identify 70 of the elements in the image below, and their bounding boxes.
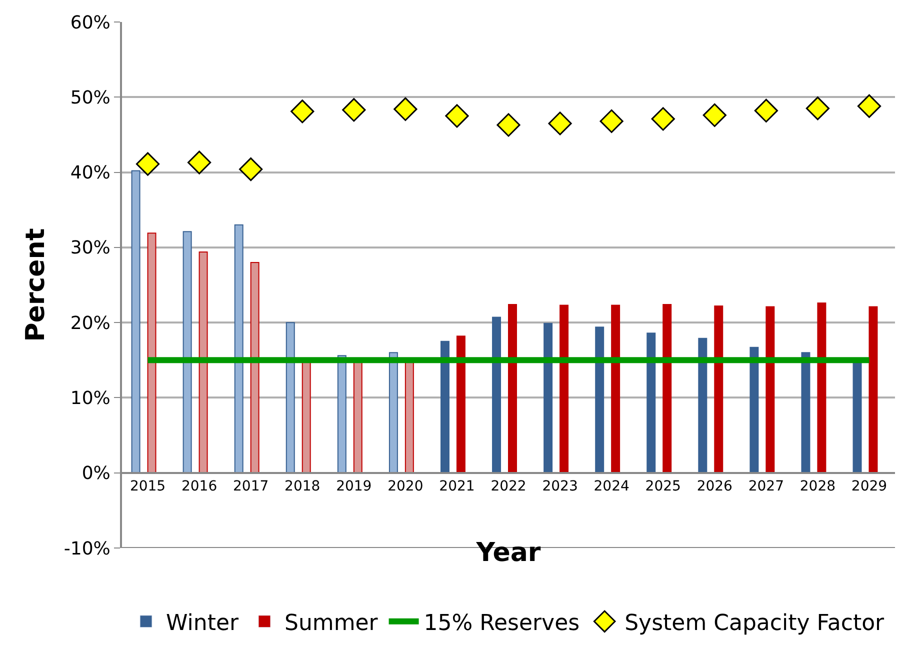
point [702, 103, 726, 127]
bar [388, 352, 398, 474]
y-tick-label: 10% [70, 388, 110, 410]
point [445, 104, 469, 128]
bar [750, 346, 759, 474]
legend-label: System Capacity Factor [624, 610, 886, 636]
x-tick-label: 2028 [800, 478, 836, 495]
y-tick-label: 40% [70, 162, 110, 184]
bar [456, 336, 466, 474]
x-tick-label: 2016 [181, 478, 218, 495]
bar [801, 352, 810, 474]
bar [560, 304, 569, 474]
y-tick-label: 0% [82, 463, 110, 484]
y-tick-label: -10% [64, 538, 110, 560]
bar [646, 332, 656, 474]
x-tick-label: 2019 [336, 478, 372, 495]
point [290, 100, 314, 124]
bar [147, 232, 156, 474]
bar [492, 316, 502, 474]
point [136, 152, 160, 176]
point [548, 112, 572, 136]
bar [131, 170, 140, 474]
bar [508, 304, 517, 474]
bar [286, 322, 295, 474]
point [600, 109, 624, 133]
x-tick-label: 2026 [696, 478, 733, 495]
bar [595, 326, 604, 474]
point [394, 97, 418, 121]
point [239, 157, 263, 182]
x-axis-title: Year [475, 538, 541, 568]
bar [440, 340, 450, 474]
bar [182, 231, 192, 474]
x-tick-label: 2018 [284, 478, 320, 495]
x-tick-label: 2027 [748, 478, 784, 495]
bar [714, 306, 724, 474]
bar [611, 304, 620, 474]
legend-label: Winter [166, 610, 240, 636]
bar [234, 224, 244, 474]
bar [544, 322, 553, 474]
legend-label: Summer [284, 610, 379, 636]
x-tick-label: 2021 [439, 478, 475, 495]
x-tick-label: 2022 [490, 478, 526, 495]
x-tick-label: 2029 [851, 478, 888, 495]
x-tick-label: 2015 [130, 478, 166, 495]
legend-label: 15% Reserves [424, 610, 580, 636]
y-tick-label: 20% [70, 312, 110, 334]
point [342, 98, 366, 122]
bar [337, 355, 346, 474]
point [188, 150, 212, 174]
y-tick-label: 60% [70, 12, 110, 34]
point [651, 107, 675, 131]
point [806, 96, 830, 120]
point [857, 94, 882, 118]
bar [766, 306, 775, 474]
x-tick-label: 2020 [388, 478, 424, 495]
x-tick-label: 2023 [542, 478, 578, 495]
x-tick-label: 2017 [233, 478, 269, 495]
bar [662, 304, 672, 474]
point [754, 98, 778, 122]
bar [250, 262, 260, 474]
bar [198, 251, 208, 474]
bar [868, 306, 878, 474]
y-tick-label: 50% [70, 87, 110, 108]
y-axis-title: Percent [20, 228, 51, 342]
bar [698, 338, 708, 474]
y-tick-label: 30% [70, 238, 110, 259]
point [496, 113, 520, 137]
x-tick-label: 2025 [645, 478, 681, 495]
bar [817, 302, 826, 474]
x-tick-label: 2024 [594, 478, 630, 495]
